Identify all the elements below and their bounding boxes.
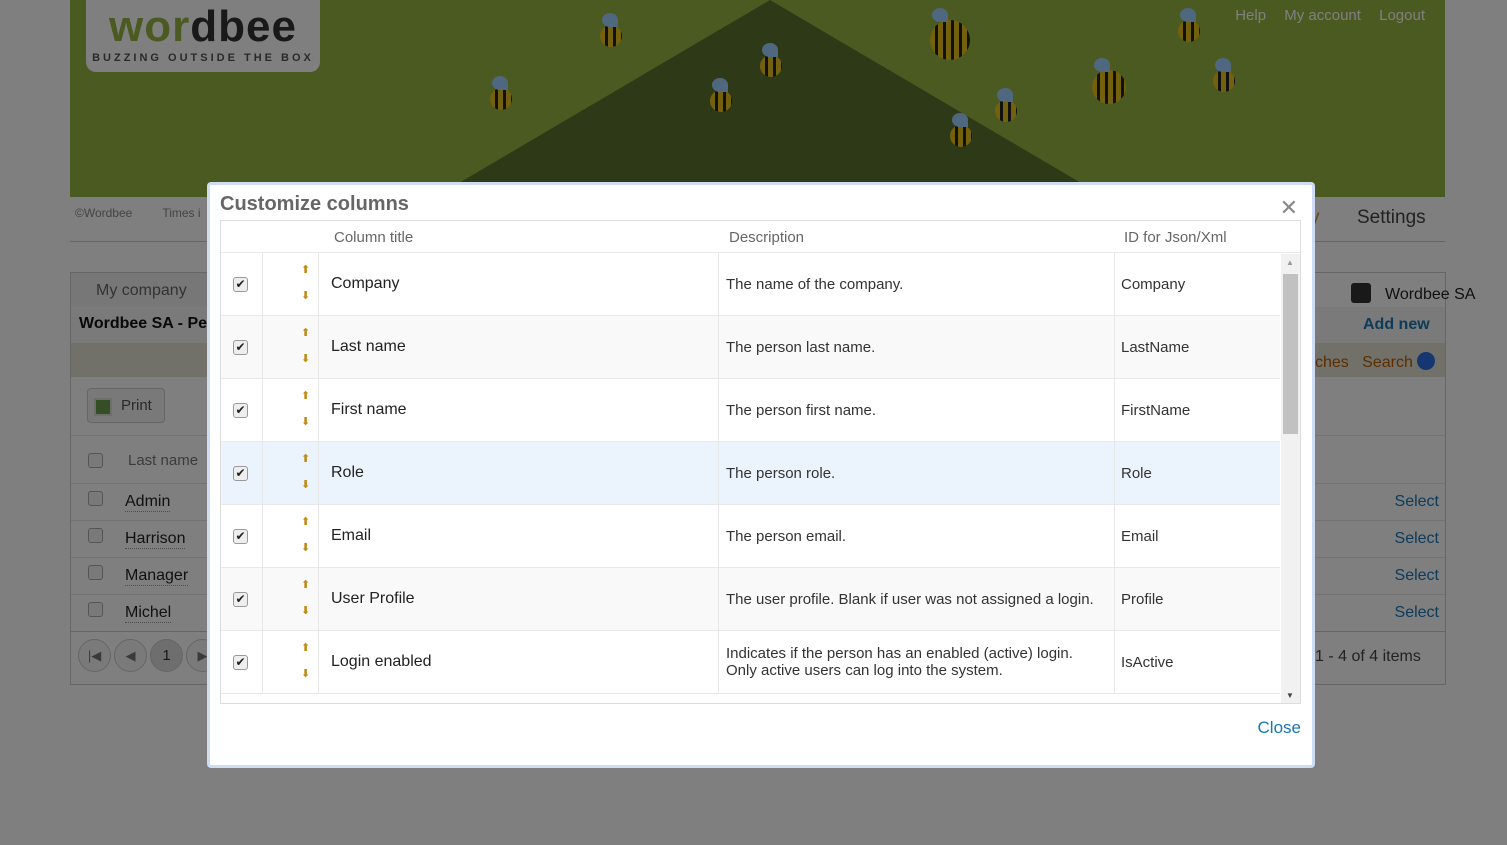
column-row: [221, 694, 1280, 703]
visible-checkbox[interactable]: ✔: [233, 592, 248, 607]
move-up-icon[interactable]: ⬆: [301, 642, 311, 654]
dialog-title: Customize columns: [220, 193, 409, 215]
column-description: The person last name.: [726, 339, 876, 356]
move-up-icon[interactable]: ⬆: [301, 516, 311, 528]
columns-grid: Column title Description ID for Json/Xml…: [220, 220, 1301, 704]
close-icon[interactable]: ✕: [1279, 195, 1298, 220]
column-id: Email: [1121, 528, 1159, 545]
move-down-icon[interactable]: ⬇: [301, 605, 311, 617]
column-row: ✔ ⬆ ⬇ Role The person role. Role: [221, 442, 1280, 505]
column-id: Company: [1121, 276, 1186, 293]
column-description: The person first name.: [726, 402, 877, 419]
column-id: IsActive: [1121, 654, 1174, 671]
column-title: Role: [331, 464, 364, 481]
scrollbar[interactable]: ▲ ▼: [1281, 254, 1300, 703]
column-title: Login enabled: [331, 653, 432, 670]
visible-checkbox[interactable]: ✔: [233, 340, 248, 355]
column-row: ✔ ⬆ ⬇ User Profile The user profile. Bla…: [221, 568, 1280, 631]
visible-checkbox[interactable]: ✔: [233, 466, 248, 481]
column-row: ✔ ⬆ ⬇ Last name The person last name. La…: [221, 316, 1280, 379]
column-title: User Profile: [331, 590, 415, 607]
move-down-icon[interactable]: ⬇: [301, 353, 311, 365]
column-title: Email: [331, 527, 372, 544]
close-button[interactable]: Close: [1257, 718, 1301, 737]
scroll-down-icon[interactable]: ▼: [1286, 691, 1294, 700]
visible-checkbox[interactable]: ✔: [233, 529, 248, 544]
column-title: Last name: [331, 338, 406, 355]
scrollbar-thumb[interactable]: [1283, 274, 1298, 434]
move-down-icon[interactable]: ⬇: [301, 668, 311, 680]
column-description: The user profile. Blank if user was not …: [726, 591, 1094, 608]
column-id: FirstName: [1121, 402, 1191, 419]
move-down-icon[interactable]: ⬇: [301, 290, 311, 302]
header-id: ID for Json/Xml: [1124, 229, 1227, 246]
column-description: The person email.: [726, 528, 847, 545]
move-down-icon[interactable]: ⬇: [301, 542, 311, 554]
customize-columns-dialog: Customize columns ✕ Column title Descrip…: [207, 182, 1315, 768]
move-up-icon[interactable]: ⬆: [301, 327, 311, 339]
header-column-title: Column title: [334, 229, 414, 246]
column-description: Indicates if the person has an enabled (…: [726, 645, 1073, 679]
column-id: Profile: [1121, 591, 1164, 608]
move-up-icon[interactable]: ⬆: [301, 390, 311, 402]
column-id: LastName: [1121, 339, 1190, 356]
visible-checkbox[interactable]: ✔: [233, 277, 248, 292]
move-down-icon[interactable]: ⬇: [301, 479, 311, 491]
column-title: First name: [331, 401, 407, 418]
column-title: Company: [331, 275, 400, 292]
column-id: Role: [1121, 465, 1152, 482]
column-row: ✔ ⬆ ⬇ Company The name of the company. C…: [221, 253, 1280, 316]
visible-checkbox[interactable]: ✔: [233, 655, 248, 670]
scroll-up-icon[interactable]: ▲: [1286, 258, 1294, 267]
header-description: Description: [729, 229, 805, 246]
column-description: The person role.: [726, 465, 836, 482]
visible-checkbox[interactable]: ✔: [233, 403, 248, 418]
move-down-icon[interactable]: ⬇: [301, 416, 311, 428]
move-up-icon[interactable]: ⬆: [301, 453, 311, 465]
column-row: ✔ ⬆ ⬇ First name The person first name. …: [221, 379, 1280, 442]
column-row: ✔ ⬆ ⬇ Email The person email. Email: [221, 505, 1280, 568]
column-row: ✔ ⬆ ⬇ Login enabled Indicates if the per…: [221, 631, 1280, 694]
move-up-icon[interactable]: ⬆: [301, 264, 311, 276]
move-up-icon[interactable]: ⬆: [301, 579, 311, 591]
column-description: The name of the company.: [726, 276, 904, 293]
